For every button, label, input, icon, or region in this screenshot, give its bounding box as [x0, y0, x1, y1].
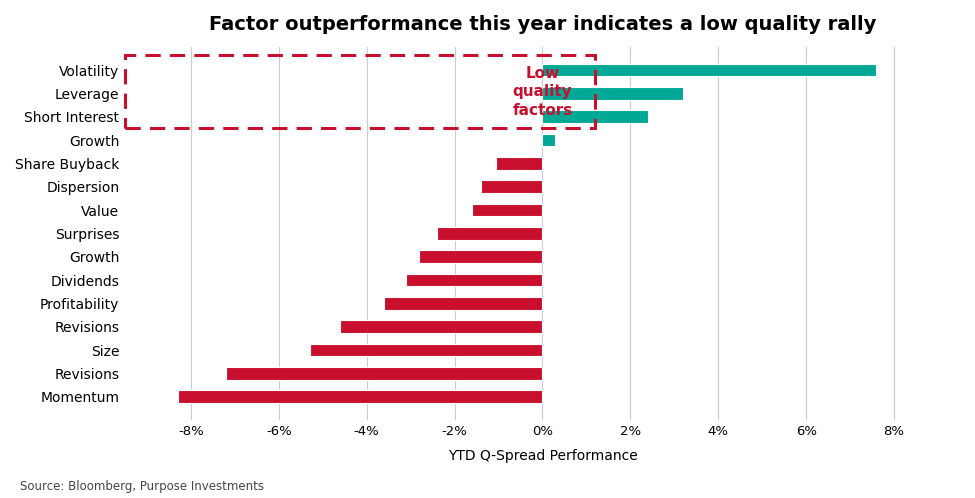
Title: Factor outperformance this year indicates a low quality rally: Factor outperformance this year indicate… [209, 15, 877, 34]
Bar [384, 297, 542, 310]
Bar [481, 180, 542, 193]
Bar [226, 367, 542, 380]
Bar [437, 227, 542, 240]
Text: Low
quality
factors: Low quality factors [512, 66, 572, 118]
Bar [542, 87, 683, 100]
Bar [542, 133, 555, 146]
Bar [177, 390, 542, 403]
Bar [496, 157, 542, 170]
Bar [542, 110, 648, 123]
Bar [309, 344, 542, 357]
Bar [542, 64, 877, 77]
Text: Source: Bloomberg, Purpose Investments: Source: Bloomberg, Purpose Investments [20, 480, 263, 493]
Bar [472, 204, 542, 217]
Bar [340, 320, 542, 333]
X-axis label: YTD Q-Spread Performance: YTD Q-Spread Performance [448, 449, 638, 463]
Bar [407, 273, 542, 286]
Bar [419, 250, 542, 263]
